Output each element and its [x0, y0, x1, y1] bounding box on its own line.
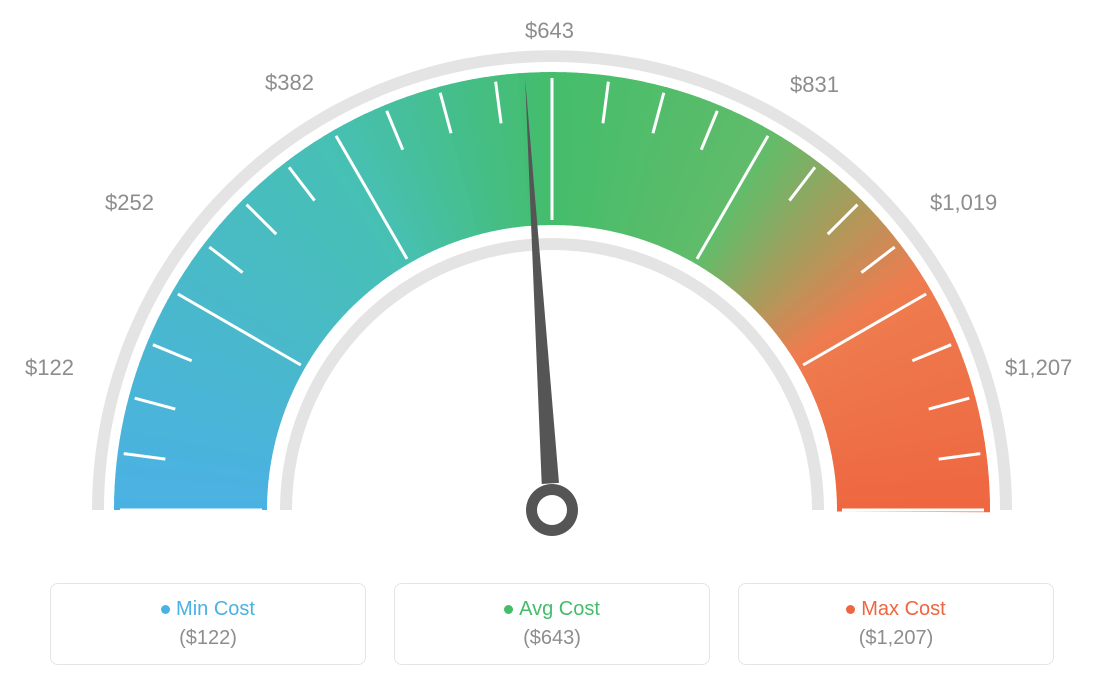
- summary-cards: Min Cost ($122) Avg Cost ($643) Max Cost…: [50, 583, 1054, 665]
- card-avg-label: Avg Cost: [519, 598, 600, 620]
- card-max-label: Max Cost: [861, 598, 945, 620]
- dot-icon: [161, 605, 170, 614]
- dot-icon: [846, 605, 855, 614]
- gauge-tick-label: $831: [790, 72, 839, 98]
- gauge-tick-label: $382: [265, 70, 314, 96]
- gauge-tick-label: $252: [105, 190, 154, 216]
- card-avg-title: Avg Cost: [395, 598, 709, 621]
- card-avg: Avg Cost ($643): [394, 583, 710, 665]
- gauge-tick-label: $1,019: [930, 190, 997, 216]
- card-max: Max Cost ($1,207): [738, 583, 1054, 665]
- gauge-tick-label: $643: [525, 18, 574, 44]
- card-max-title: Max Cost: [739, 598, 1053, 621]
- gauge-tick-label: $122: [25, 355, 74, 381]
- gauge-svg: [0, 0, 1104, 560]
- card-min-label: Min Cost: [176, 598, 255, 620]
- gauge-chart: $122 $252 $382 $643 $831 $1,019 $1,207: [0, 0, 1104, 560]
- card-avg-value: ($643): [395, 627, 709, 650]
- card-min-title: Min Cost: [51, 598, 365, 621]
- card-min: Min Cost ($122): [50, 583, 366, 665]
- card-min-value: ($122): [51, 627, 365, 650]
- dot-icon: [504, 605, 513, 614]
- card-max-value: ($1,207): [739, 627, 1053, 650]
- gauge-tick-label: $1,207: [1005, 355, 1072, 381]
